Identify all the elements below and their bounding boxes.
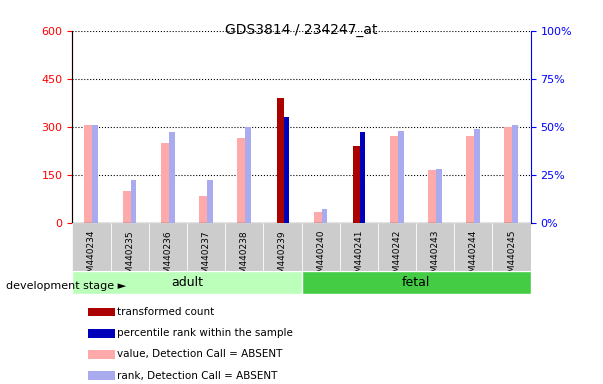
FancyBboxPatch shape [149, 223, 187, 271]
Bar [353, 146, 360, 223]
Bar [207, 180, 213, 223]
Bar [284, 117, 288, 223]
Bar [466, 136, 476, 223]
Text: GSM440235: GSM440235 [125, 230, 134, 285]
FancyBboxPatch shape [339, 223, 378, 271]
Text: GSM440242: GSM440242 [393, 230, 402, 284]
Text: GSM440245: GSM440245 [507, 230, 516, 285]
Bar [475, 129, 480, 223]
Bar [169, 132, 174, 223]
FancyBboxPatch shape [225, 223, 264, 271]
Text: GSM440239: GSM440239 [278, 230, 287, 285]
Bar [84, 125, 94, 223]
Text: GSM440237: GSM440237 [201, 230, 210, 285]
Bar [390, 136, 399, 223]
Bar [88, 371, 115, 380]
Text: GSM440244: GSM440244 [469, 230, 478, 284]
Bar [505, 127, 514, 223]
Text: adult: adult [171, 276, 203, 289]
Text: GSM440241: GSM440241 [355, 230, 363, 285]
FancyBboxPatch shape [264, 223, 302, 271]
Bar [88, 350, 115, 359]
FancyBboxPatch shape [187, 223, 225, 271]
Bar [428, 170, 438, 223]
Bar [314, 212, 323, 223]
Text: rank, Detection Call = ABSENT: rank, Detection Call = ABSENT [118, 371, 278, 381]
Bar [436, 169, 442, 223]
FancyBboxPatch shape [416, 223, 454, 271]
Bar [88, 329, 115, 338]
FancyBboxPatch shape [378, 223, 416, 271]
Text: GSM440243: GSM440243 [431, 230, 440, 285]
Text: GSM440236: GSM440236 [163, 230, 172, 285]
Text: development stage ►: development stage ► [6, 281, 126, 291]
Bar [245, 127, 251, 223]
Text: GSM440238: GSM440238 [240, 230, 248, 285]
FancyBboxPatch shape [454, 223, 493, 271]
FancyBboxPatch shape [72, 223, 110, 271]
Bar [88, 308, 115, 316]
Bar [122, 191, 132, 223]
Bar [513, 125, 518, 223]
Text: GDS3814 / 234247_at: GDS3814 / 234247_at [226, 23, 377, 37]
Text: percentile rank within the sample: percentile rank within the sample [118, 328, 293, 338]
Text: GSM440240: GSM440240 [316, 230, 325, 285]
FancyBboxPatch shape [302, 271, 531, 294]
Text: GSM440234: GSM440234 [87, 230, 96, 285]
Text: transformed count: transformed count [118, 307, 215, 317]
FancyBboxPatch shape [493, 223, 531, 271]
Text: value, Detection Call = ABSENT: value, Detection Call = ABSENT [118, 349, 283, 359]
FancyBboxPatch shape [110, 223, 149, 271]
FancyBboxPatch shape [72, 271, 302, 294]
Bar [92, 125, 98, 223]
Bar [361, 132, 365, 223]
Bar [161, 143, 170, 223]
Bar [277, 98, 283, 223]
Bar [199, 195, 209, 223]
Bar [398, 131, 403, 223]
Bar [237, 138, 247, 223]
Bar [321, 209, 327, 223]
Text: fetal: fetal [402, 276, 431, 289]
FancyBboxPatch shape [302, 223, 339, 271]
Bar [131, 180, 136, 223]
